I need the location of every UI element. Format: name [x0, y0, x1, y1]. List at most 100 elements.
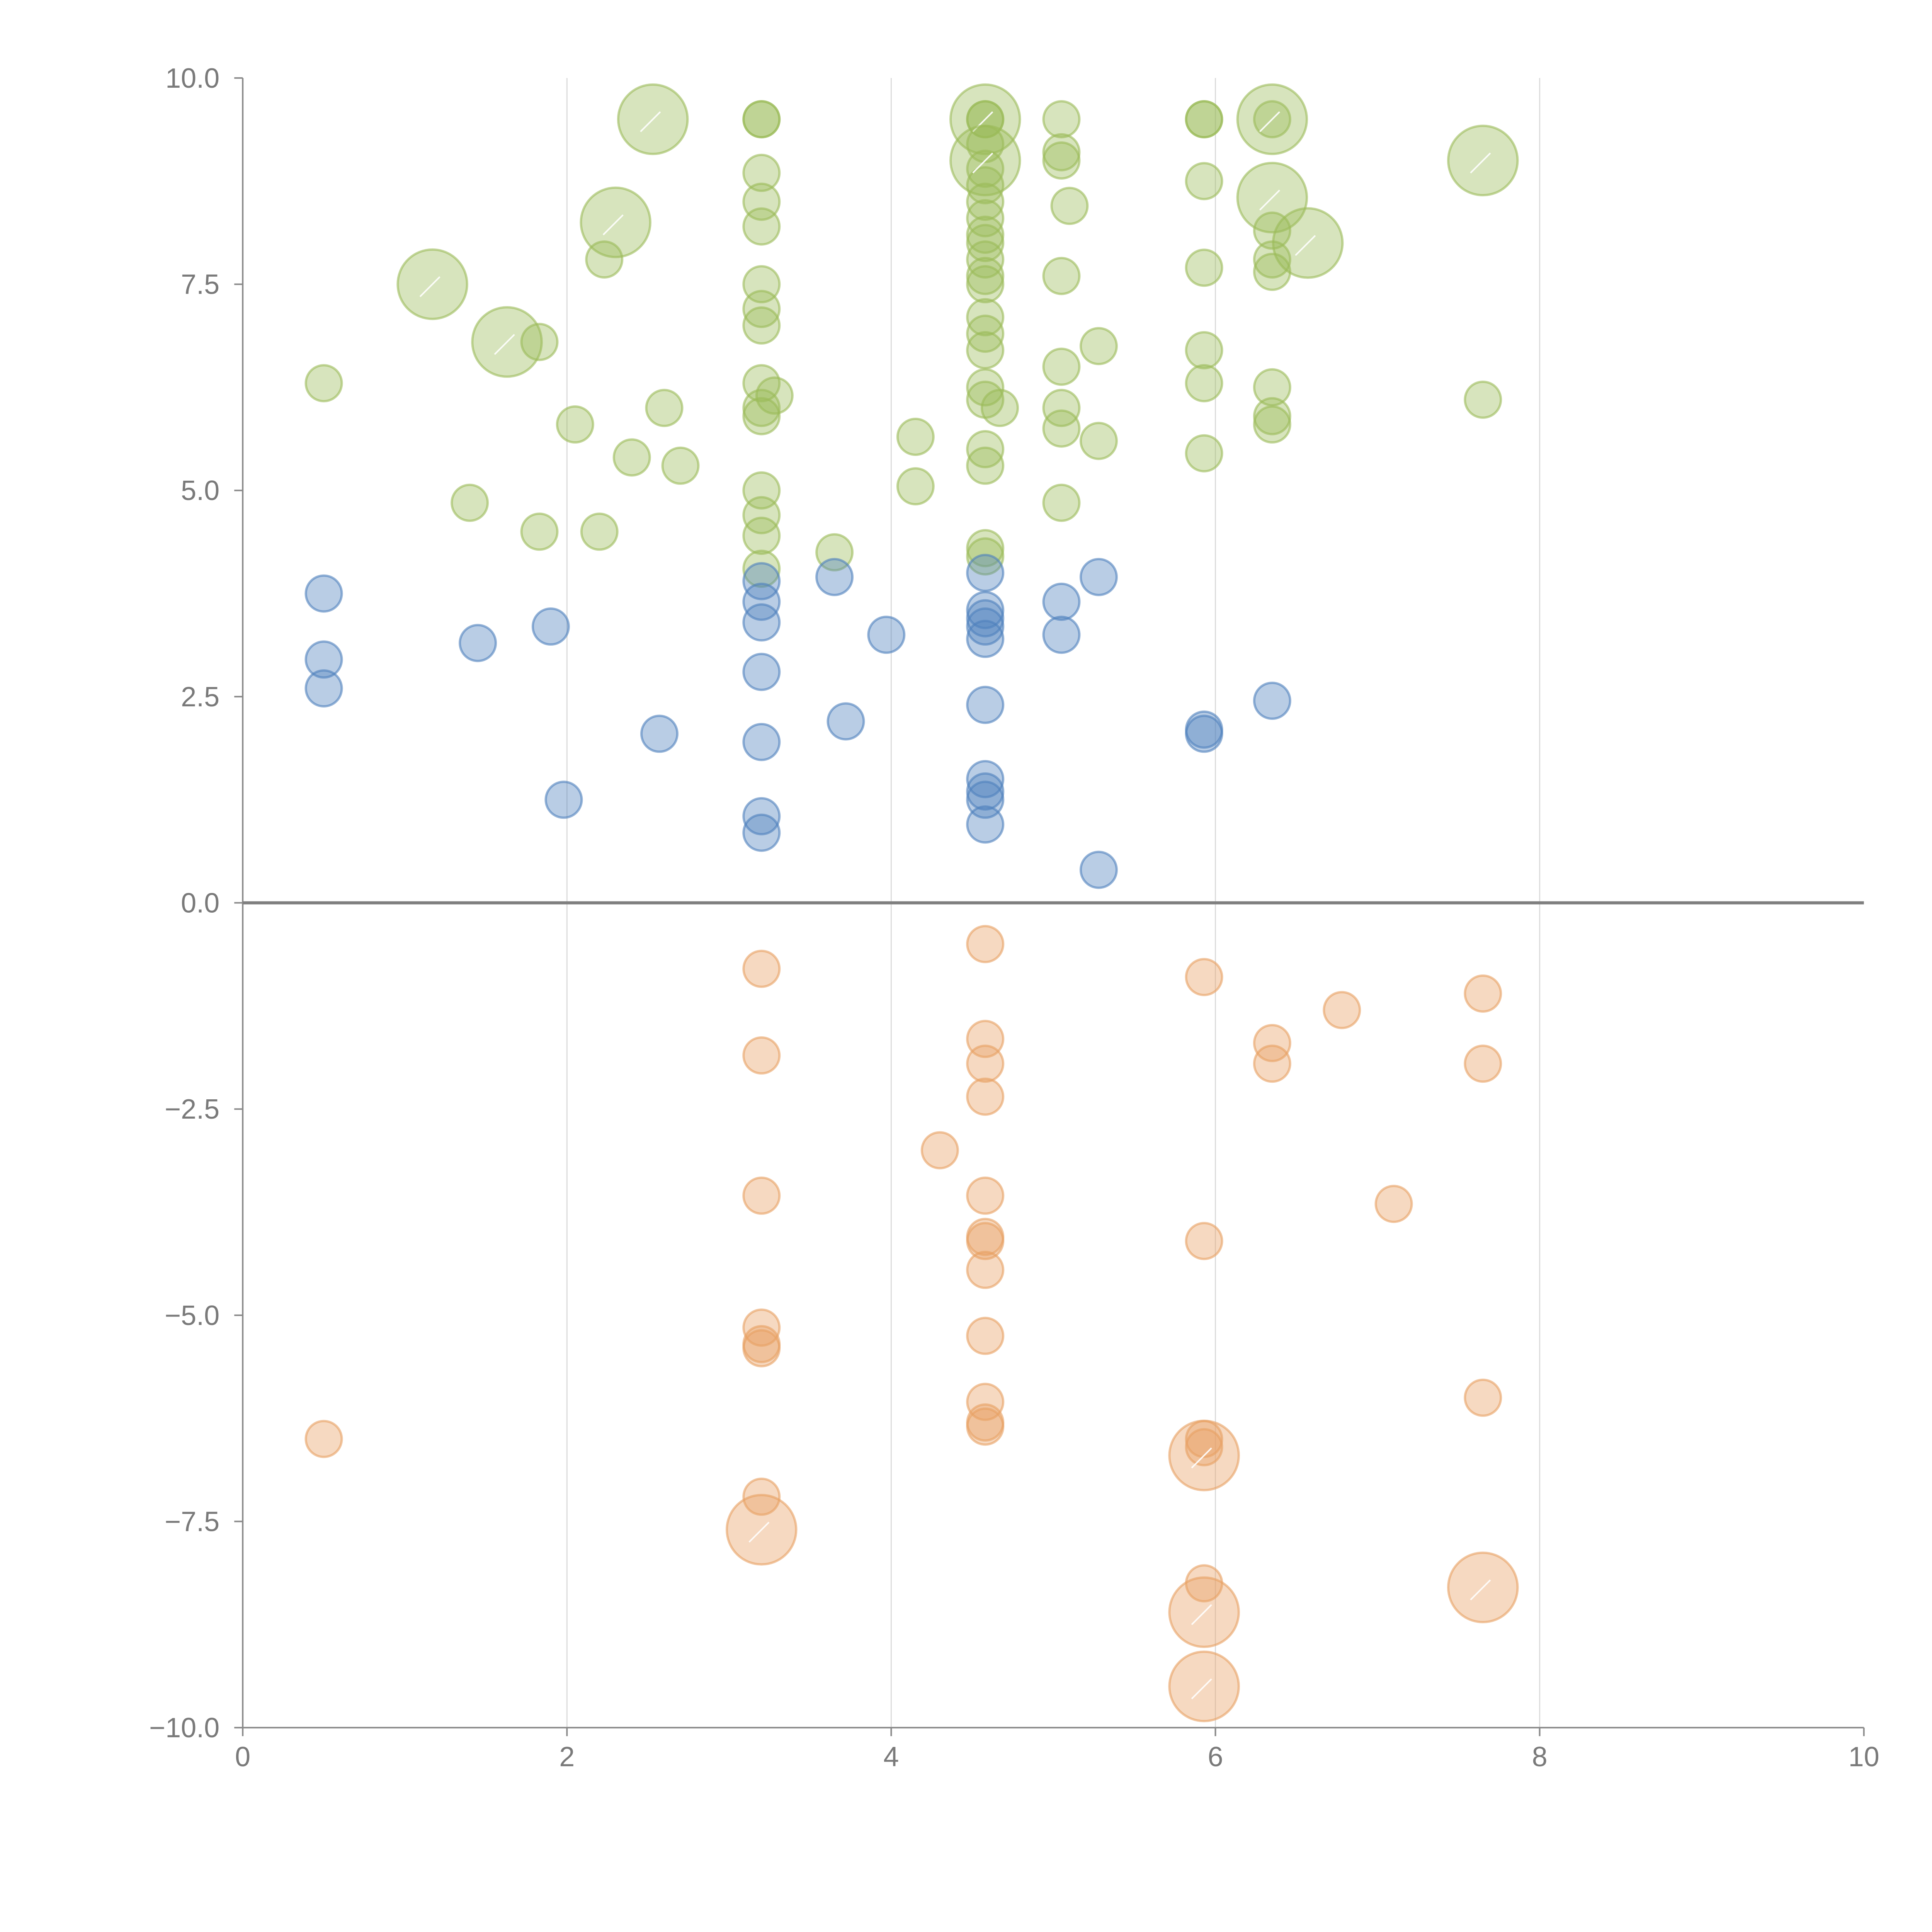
- data-point: [742, 1329, 781, 1367]
- data-point: [966, 224, 1005, 262]
- label-leader-line: [748, 1522, 770, 1543]
- data-point: [966, 1044, 1005, 1083]
- data-point: [742, 1036, 781, 1075]
- label-leader-line: [1259, 189, 1281, 211]
- data-point: [1079, 327, 1118, 366]
- y-tick-label: 7.5: [181, 269, 219, 300]
- data-point: [304, 669, 343, 708]
- data-point: [640, 714, 679, 753]
- data-point: [966, 619, 1005, 658]
- data-point: [966, 1222, 1005, 1260]
- data-point: [1464, 974, 1502, 1013]
- data-point: [612, 438, 651, 477]
- data-point: [1185, 248, 1223, 287]
- data-point: [1374, 1185, 1413, 1223]
- data-point: [1042, 616, 1081, 654]
- data-point: [531, 607, 570, 646]
- data-point: [1185, 714, 1223, 753]
- data-point: [304, 574, 343, 613]
- data-point: [966, 265, 1005, 304]
- y-tick-label: −7.5: [165, 1507, 219, 1537]
- data-point: [1253, 1024, 1291, 1062]
- data-point: [1253, 405, 1291, 444]
- data-point: [966, 257, 1005, 295]
- data-point: [645, 389, 684, 427]
- y-tick-label: 2.5: [181, 682, 219, 713]
- data-point: [1185, 958, 1223, 997]
- data-point: [1042, 582, 1081, 621]
- data-point: [1464, 1044, 1502, 1083]
- data-point: [742, 603, 781, 642]
- data-point: [966, 1176, 1005, 1215]
- label-leader-line: [1191, 1604, 1212, 1625]
- data-point: [981, 389, 1019, 427]
- data-point: [966, 599, 1005, 638]
- data-point: [966, 1077, 1005, 1116]
- data-point: [742, 290, 781, 328]
- x-tick-label: 4: [883, 1742, 899, 1772]
- data-point: [1042, 409, 1081, 448]
- data-point: [966, 1250, 1005, 1289]
- data-point: [966, 150, 1005, 188]
- data-point: [1042, 100, 1081, 139]
- data-point: [966, 368, 1005, 406]
- data-point: [742, 582, 781, 621]
- data-point: [966, 430, 1005, 468]
- data-point: [966, 554, 1005, 592]
- data-point: [1042, 257, 1081, 295]
- label-leader-line: [972, 111, 993, 133]
- data-point: [966, 685, 1005, 724]
- data-point: [966, 298, 1005, 337]
- y-tick-label: 5.0: [181, 475, 219, 506]
- x-tick-label: 10: [1849, 1742, 1879, 1772]
- data-points: [304, 100, 1502, 1603]
- data-point: [742, 1308, 781, 1347]
- data-point: [742, 949, 781, 988]
- data-point: [966, 772, 1005, 811]
- x-tick-label: 6: [1208, 1742, 1223, 1772]
- data-point: [755, 376, 794, 415]
- y-tick-label: −2.5: [165, 1094, 219, 1125]
- data-point: [520, 323, 559, 361]
- data-point: [1042, 347, 1081, 386]
- data-point: [1079, 422, 1118, 460]
- data-point: [742, 306, 781, 345]
- label-leader-line: [1191, 1447, 1212, 1469]
- data-point: [896, 418, 935, 456]
- data-point: [966, 591, 1005, 629]
- label-leader-line: [602, 214, 624, 235]
- data-point: [1042, 133, 1081, 172]
- data-point: [966, 315, 1005, 353]
- data-point: [827, 702, 865, 741]
- data-point: [966, 805, 1005, 844]
- data-point: [1185, 100, 1223, 139]
- data-point: [966, 182, 1005, 221]
- label-leader-line: [640, 111, 661, 133]
- data-point: [1079, 850, 1118, 889]
- axes: [234, 77, 1865, 1736]
- data-point: [742, 797, 781, 835]
- x-tick-label: 8: [1532, 1742, 1548, 1772]
- data-point: [966, 925, 1005, 963]
- y-tick-label: 10.0: [165, 63, 219, 94]
- data-point: [867, 616, 906, 654]
- data-point: [1185, 364, 1223, 403]
- data-point: [742, 517, 781, 555]
- highlighted-points: [396, 83, 1519, 1723]
- data-point: [451, 483, 489, 522]
- data-point: [966, 1316, 1005, 1355]
- data-point: [304, 364, 343, 403]
- label-leader-line: [1295, 235, 1316, 256]
- data-point: [1042, 141, 1081, 180]
- data-point: [580, 512, 619, 551]
- data-point: [304, 640, 343, 679]
- data-point: [1253, 1044, 1291, 1083]
- data-point: [742, 549, 781, 588]
- label-leader-line: [1191, 1678, 1212, 1699]
- label-leader-line: [1470, 152, 1491, 173]
- x-tick-label: 2: [559, 1742, 575, 1772]
- y-tick-label: 0.0: [181, 888, 219, 919]
- x-tick-label: 0: [235, 1742, 250, 1772]
- data-point: [1185, 331, 1223, 369]
- data-point: [742, 723, 781, 761]
